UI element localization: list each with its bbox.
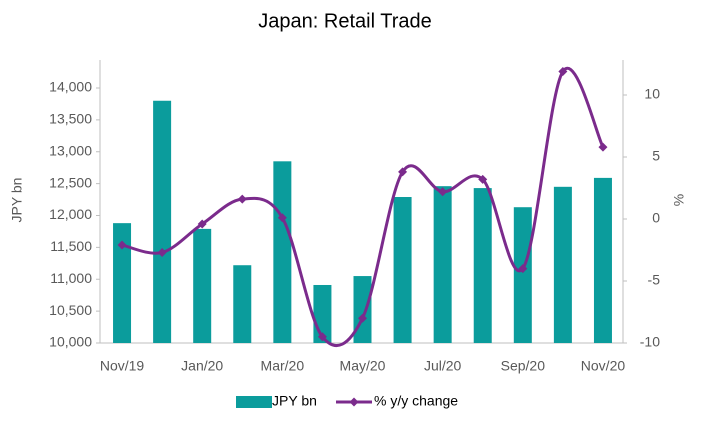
line-marker xyxy=(398,167,408,177)
line-marker xyxy=(317,332,327,342)
legend-label: JPY bn xyxy=(272,393,317,409)
y-tick-label: 10,000 xyxy=(49,334,92,350)
y2-tick-label: -10 xyxy=(640,334,660,350)
x-tick-label: Nov/19 xyxy=(100,358,145,374)
bar xyxy=(593,177,612,343)
line-marker xyxy=(237,194,247,204)
bar xyxy=(553,186,572,343)
y2-tick-label: 5 xyxy=(652,148,660,164)
bar xyxy=(433,186,452,343)
line-marker xyxy=(598,142,608,152)
y2-axis-title: % xyxy=(671,194,687,206)
bar xyxy=(513,207,532,343)
line-marker xyxy=(117,240,127,250)
line-marker xyxy=(197,219,207,229)
bar xyxy=(153,100,172,343)
bar xyxy=(353,276,372,343)
y2-tick-label: 10 xyxy=(644,86,660,102)
y-tick-label: 14,000 xyxy=(49,79,92,95)
x-tick-label: Nov/20 xyxy=(581,358,626,374)
bar xyxy=(393,197,412,343)
line-marker xyxy=(518,264,528,274)
y-tick-label: 11,000 xyxy=(50,270,92,286)
line-marker xyxy=(438,187,448,197)
y-tick-label: 11,500 xyxy=(50,238,92,254)
y-tick-label: 13,500 xyxy=(49,111,92,127)
bar xyxy=(473,188,492,343)
y-tick-label: 12,000 xyxy=(49,206,92,222)
legend-marker xyxy=(349,397,359,407)
line-marker xyxy=(558,66,568,76)
y2-tick-label: -5 xyxy=(648,272,661,288)
x-tick-label: May/20 xyxy=(340,358,386,374)
line-marker xyxy=(157,247,167,257)
y2-tick-label: 0 xyxy=(652,210,660,226)
x-tick-label: Sep/20 xyxy=(501,358,546,374)
legend-swatch xyxy=(236,396,272,408)
line-marker xyxy=(358,313,367,323)
line-marker xyxy=(478,174,488,184)
bar xyxy=(193,228,212,343)
y-axis-title: JPY bn xyxy=(9,178,25,223)
bar xyxy=(273,161,292,343)
x-tick-label: Mar/20 xyxy=(261,358,305,374)
chart-title: Japan: Retail Trade xyxy=(258,10,431,32)
bar xyxy=(113,223,132,343)
y-tick-label: 10,500 xyxy=(49,302,92,318)
line xyxy=(121,66,605,348)
y-tick-label: 12,500 xyxy=(49,174,92,190)
x-tick-label: Jul/20 xyxy=(424,358,462,374)
x-tick-label: Jan/20 xyxy=(181,358,223,374)
bar xyxy=(233,265,252,343)
line-marker xyxy=(277,213,287,223)
y-tick-label: 13,000 xyxy=(49,142,92,158)
legend-label: % y/y change xyxy=(374,393,458,409)
